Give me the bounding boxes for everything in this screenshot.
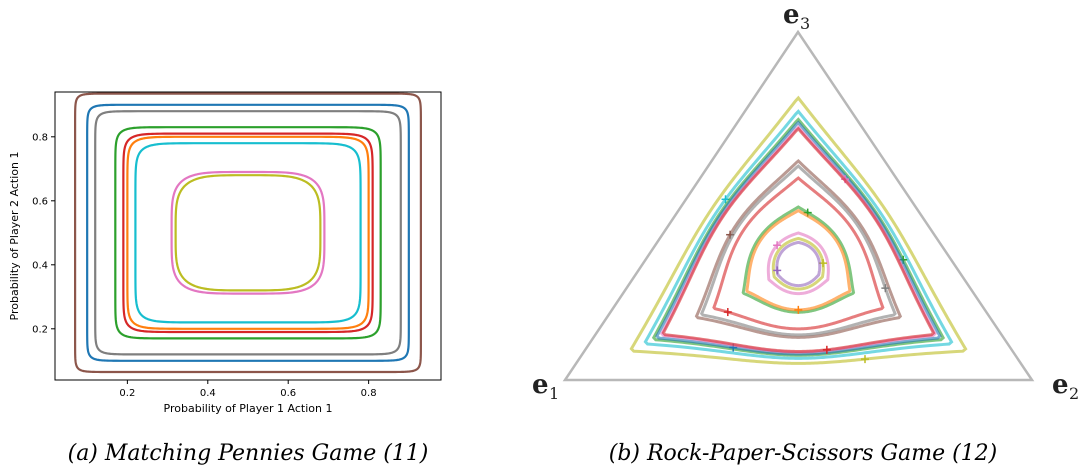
trajectory-curves-a xyxy=(73,92,422,374)
x-tick-label: 0.8 xyxy=(361,388,377,399)
caption-b: (b) Rock-Paper-Scissors Game (12) xyxy=(609,441,998,466)
vertex-e1-index: 1 xyxy=(549,384,559,403)
start-marker xyxy=(773,241,782,250)
x-axis-label-a: Probability of Player 1 Action 1 xyxy=(164,402,333,415)
trajectory-curve xyxy=(94,110,402,356)
rps-trajectory xyxy=(766,231,830,296)
trajectory-curve xyxy=(170,170,326,295)
start-marker xyxy=(794,305,803,314)
trajectory-curve xyxy=(134,142,362,324)
trajectory-curve xyxy=(122,132,374,334)
rps-trajectory xyxy=(629,95,968,365)
start-marker xyxy=(723,308,732,317)
x-tick-label: 0.2 xyxy=(119,388,135,399)
plot-area-a xyxy=(54,91,442,381)
start-marker xyxy=(773,266,782,275)
x-ticks-a: 0.2 0.4 0.6 0.8 xyxy=(119,380,377,399)
vertex-e3-label: e 3 xyxy=(783,0,810,33)
x-tick-label: 0.6 xyxy=(280,388,296,399)
vertex-e3-letter: e xyxy=(783,0,800,30)
simplex-triangle xyxy=(562,29,1035,382)
trajectory-curve xyxy=(73,92,422,374)
rps-trajectory xyxy=(741,205,856,314)
matching-pennies-panel: 0.2 0.4 0.6 0.8 0.2 0.4 0.6 0.8 Probability of… xyxy=(8,91,442,466)
rock-paper-scissors-panel: e 1 e 2 e 3 (b) Rock-Paper-Scissors Game… xyxy=(532,0,1079,466)
rps-trajectory xyxy=(775,240,822,288)
rps-trajectory xyxy=(699,164,897,337)
start-marker xyxy=(822,345,831,354)
rps-trajectory xyxy=(745,208,852,312)
caption-a: (a) Matching Pennies Game (11) xyxy=(68,441,429,466)
y-tick-label: 0.6 xyxy=(32,196,48,207)
trajectory-curves-b xyxy=(629,95,968,365)
y-tick-label: 0.4 xyxy=(32,260,48,271)
rps-trajectory xyxy=(712,176,885,331)
rps-trajectory xyxy=(661,126,936,353)
trajectory-curve xyxy=(86,103,410,362)
vertex-e1-letter: e xyxy=(532,370,549,400)
vertex-e3-index: 3 xyxy=(800,14,810,33)
vertex-e2-label: e 2 xyxy=(1052,370,1079,403)
vertex-e2-index: 2 xyxy=(1069,384,1079,403)
vertex-e2-letter: e xyxy=(1052,370,1069,400)
y-tick-label: 0.2 xyxy=(32,324,48,335)
y-ticks-a: 0.2 0.4 0.6 0.8 xyxy=(32,132,55,335)
x-tick-label: 0.4 xyxy=(200,388,216,399)
rps-trajectory xyxy=(771,236,825,291)
trajectory-curve xyxy=(126,135,370,330)
rps-trajectory xyxy=(643,109,954,360)
y-tick-label: 0.8 xyxy=(32,132,48,143)
vertex-e1-label: e 1 xyxy=(532,370,559,403)
trajectory-curve xyxy=(174,174,322,292)
start-marker xyxy=(881,284,890,293)
start-marker xyxy=(861,355,870,364)
y-axis-label-a: Probability of Player 2 Action 1 xyxy=(8,152,21,321)
rps-trajectory xyxy=(694,158,903,339)
trajectory-curve xyxy=(114,126,382,340)
